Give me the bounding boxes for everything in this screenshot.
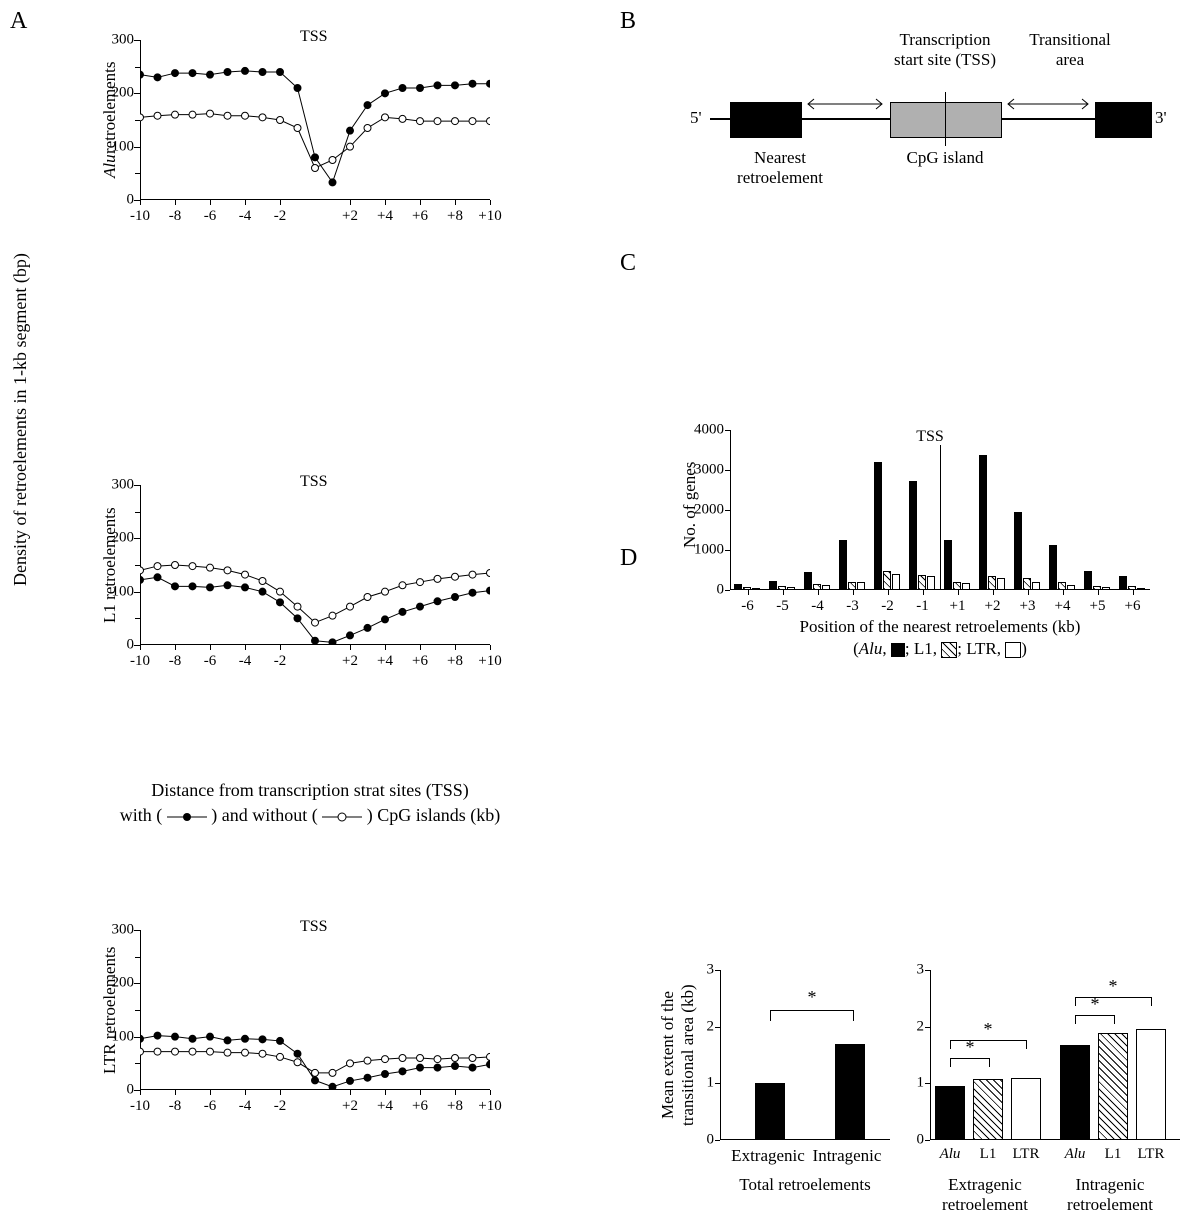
d2-cat-5: LTR <box>1138 1146 1165 1163</box>
c-ylabel: No. of genes <box>680 420 700 590</box>
c-group-+5 <box>1084 571 1110 590</box>
panelA-ylabel-2: LTR retroelements <box>100 930 120 1090</box>
b-5prime: 5' <box>690 108 702 128</box>
b-ta2: area <box>1015 50 1125 70</box>
c-xlabel: Position of the nearest retroelements (k… <box>730 617 1150 637</box>
panelB-diagram: Transcription start site (TSS) Transitio… <box>690 30 1170 190</box>
c-tss-line <box>940 445 941 590</box>
c-legend: (Alu, ; L1, ; LTR, ) <box>730 639 1150 659</box>
d2-bar-5 <box>1136 1029 1166 1140</box>
panelC-plot: 01000200030004000 -6-5-4-3-2-1+1+2+3+4+5… <box>730 430 1150 590</box>
c-group--6 <box>734 584 760 590</box>
legend-l1-swatch <box>941 642 957 658</box>
d1-cat1: Extragenic <box>731 1146 805 1166</box>
panelA-chart-1: L1 retroelements0100200300-10-8-6-4-2+2+… <box>60 475 510 675</box>
d2-bar-4 <box>1098 1033 1128 1140</box>
d1-bar-1 <box>835 1044 865 1140</box>
b-tss-tick <box>945 92 946 146</box>
d2-cat-2: LTR <box>1013 1146 1040 1163</box>
b-tss2: start site (TSS) <box>885 50 1005 70</box>
c-group--4 <box>804 572 830 590</box>
b-tss1: Transcription <box>885 30 1005 50</box>
c-group--1 <box>909 481 935 590</box>
panel-letter-c: C <box>620 250 636 277</box>
b-arrow-right <box>1002 96 1094 112</box>
panelC: 01000200030004000 -6-5-4-3-2-1+1+2+3+4+5… <box>650 420 1170 660</box>
d2-star2: * <box>984 1019 993 1040</box>
c-group-+6 <box>1119 576 1145 590</box>
panelD: Mean extent of the transitional area (kb… <box>640 960 1200 1220</box>
panelA-charts: Alu retroelements0100200300-10-8-6-4-2+2… <box>60 30 510 630</box>
panelA-xlabels: Distance from transcription strat sites … <box>60 780 560 826</box>
b-cpg: CpG island <box>900 148 990 168</box>
d2-bar-1 <box>973 1079 1003 1140</box>
panel-letter-d: D <box>620 545 637 572</box>
d1-star: * <box>808 987 817 1008</box>
c-group--3 <box>839 540 865 590</box>
panelD-right: 0123 * * * * <box>930 970 1180 1140</box>
d2-bar-2 <box>1011 1078 1041 1140</box>
panelA-chart-2: LTR retroelements0100200300-10-8-6-4-2+2… <box>60 920 510 1120</box>
d2-cat-4: L1 <box>1105 1146 1122 1163</box>
b-left-retro-box <box>730 102 802 138</box>
b-nearest2: retroelement <box>725 168 835 188</box>
panelA-outer-ylabel: Density of retroelements in 1-kb segment… <box>10 70 31 770</box>
d2-group2: Intragenic retroelement <box>1067 1175 1153 1215</box>
b-arrow-left <box>802 96 888 112</box>
d2-cat-1: L1 <box>980 1146 997 1163</box>
legend-ltr-swatch <box>1005 642 1021 658</box>
c-group-+3 <box>1014 512 1040 590</box>
c-group--5 <box>769 581 795 590</box>
panelA-ylabel-1: L1 retroelements <box>100 485 120 645</box>
c-tss: TSS <box>916 428 944 446</box>
c-group-+2 <box>979 455 1005 590</box>
c-group--2 <box>874 462 900 590</box>
panelD-left: 0123 * <box>720 970 890 1140</box>
legend-alu-swatch <box>891 643 905 657</box>
d2-cat-3: Alu <box>1065 1146 1086 1163</box>
xlabel-line1: Distance from transcription strat sites … <box>60 780 560 801</box>
panelA-chart-0: Alu retroelements0100200300-10-8-6-4-2+2… <box>60 30 510 230</box>
panel-letter-b: B <box>620 8 636 35</box>
d2-bar-0 <box>935 1086 965 1140</box>
c-group-+4 <box>1049 545 1075 590</box>
d2-cat-0: Alu <box>940 1146 961 1163</box>
d-ylabel: Mean extent of the transitional area (kb… <box>658 955 698 1155</box>
xlabel-line2: with ( ) and without ( ) CpG islands (kb… <box>60 805 560 826</box>
panelA-ylabel-0: Alu retroelements <box>100 40 120 200</box>
d2-star4: * <box>1109 976 1118 997</box>
panel-letter-a: A <box>10 8 27 35</box>
b-ta1: Transitional <box>1015 30 1125 50</box>
b-right-retro-box <box>1095 102 1152 138</box>
d1-cat2: Intragenic <box>813 1146 882 1166</box>
d2-group1: Extragenic retroelement <box>942 1175 1028 1215</box>
d1-bar-0 <box>755 1083 785 1140</box>
c-group-+1 <box>944 540 970 590</box>
d2-bar-3 <box>1060 1045 1090 1140</box>
b-3prime: 3' <box>1155 108 1167 128</box>
b-nearest1: Nearest <box>725 148 835 168</box>
d1-group: Total retroelements <box>739 1175 870 1195</box>
b-cpg-box <box>890 102 1002 138</box>
